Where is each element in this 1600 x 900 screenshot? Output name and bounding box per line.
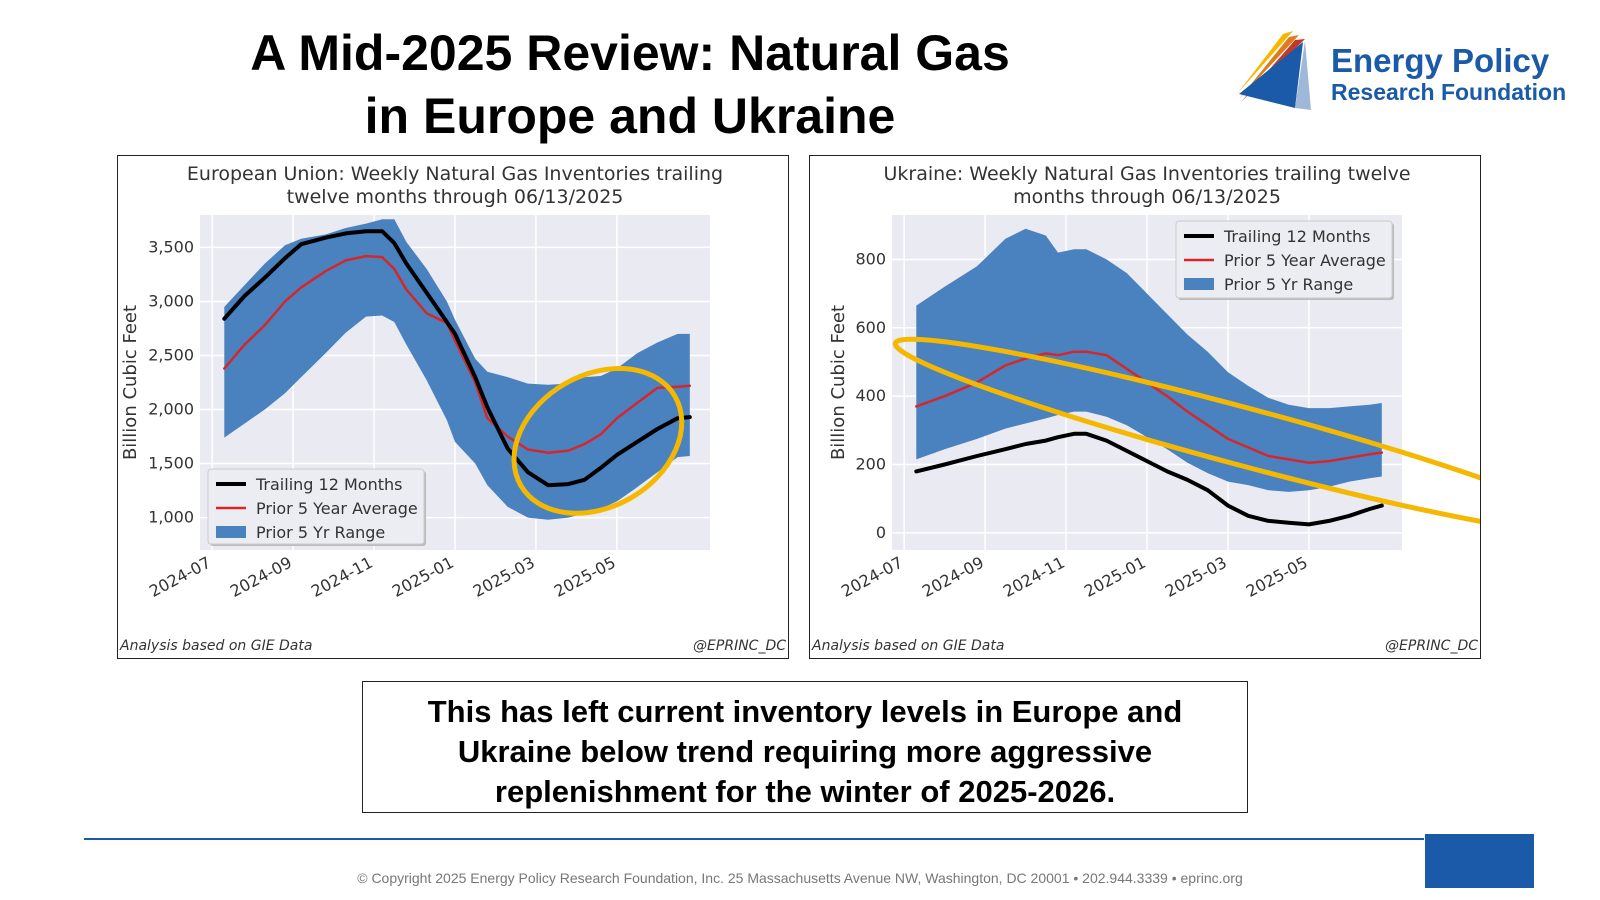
legend-label: Prior 5 Yr Range [1224,275,1353,294]
legend-label: Trailing 12 Months [1223,227,1370,246]
y-tick-label: 3,000 [148,291,194,310]
y-axis-label: Billion Cubic Feet [828,305,849,460]
legend-swatch-range [216,526,246,538]
footer-corner-block [1425,834,1534,888]
twitter-handle: @EPRINC_DC [693,638,786,654]
prior-5-yr-range-band [224,219,690,520]
y-tick-label: 3,500 [148,237,194,256]
twitter-handle: @EPRINC_DC [1385,638,1478,654]
legend-box [207,468,425,545]
chart-legend: Trailing 12 Months Prior 5 Year Average Pr… [1175,220,1394,300]
footer-divider [84,838,1424,840]
y-axis-label: Billion Cubic Feet [120,305,141,460]
highlight-ellipse [511,365,685,516]
highlight-ellipse [892,336,1480,537]
legend-label: Prior 5 Yr Range [256,523,385,542]
legend-box [1175,220,1393,299]
y-tick-label: 200 [855,455,886,474]
logo-text-line-2: Research Foundation [1331,79,1567,105]
y-tick-label: 0 [876,523,886,542]
ukraine-chart-panel: Ukraine: Weekly Natural Gas Inventories … [809,155,1481,659]
caption-line-1: This has left current inventory levels i… [427,694,1183,729]
x-tick-label: 2024-07 [146,553,214,601]
y-tick-label: 2,000 [148,400,194,419]
prior-5-year-average-line [223,254,692,454]
prior-5-yr-range-band [916,228,1382,492]
eprf-logo-mark-icon [1237,31,1311,110]
eprf-logo: Energy Policy Research Foundation [1235,22,1595,122]
page-title-line-2: in Europe and Ukraine [364,88,896,144]
conclusion-caption: This has left current inventory levels i… [362,681,1248,813]
y-tick-label: 2,500 [148,345,194,364]
ukraine-chart: Ukraine: Weekly Natural Gas Inventories … [811,163,1480,654]
page-title: A Mid-2025 Review: Natural Gas in Europe… [160,22,1100,148]
x-tick-label: 2024-11 [1000,553,1068,601]
source-note: Analysis based on GIE Data [811,638,1004,654]
trailing-12-months-line [222,229,692,488]
trailing-12-months-line [914,431,1384,527]
x-tick-label: 2025-05 [551,553,619,601]
y-tick-label: 1,000 [148,508,194,527]
chart-title-line-1: Ukraine: Weekly Natural Gas Inventories … [883,163,1410,185]
chart-title-line-2: months through 06/13/2025 [1013,186,1281,208]
x-tick-label: 2024-09 [919,553,987,601]
x-tick-label: 2025-03 [470,553,538,601]
eu-chart-panel: European Union: Weekly Natural Gas Inven… [117,155,789,659]
x-tick-label: 2025-05 [1243,553,1311,601]
y-tick-label: 800 [855,249,886,268]
logo-text-line-1: Energy Policy [1331,42,1550,79]
legend-swatch-range [1184,278,1214,290]
y-tick-label: 1,500 [148,454,194,473]
y-tick-label: 600 [855,318,886,337]
copyright-footer: © Copyright 2025 Energy Policy Research … [357,870,1243,886]
legend-label: Trailing 12 Months [255,475,402,494]
x-tick-label: 2024-07 [838,553,906,601]
x-tick-label: 2025-03 [1162,553,1230,601]
y-tick-label: 400 [855,386,886,405]
legend-label: Prior 5 Year Average [1224,251,1386,270]
x-tick-label: 2024-09 [227,553,295,601]
x-tick-label: 2024-11 [308,553,376,601]
chart-title-line-2: twelve months through 06/13/2025 [287,186,624,208]
x-tick-label: 2025-01 [389,553,457,601]
caption-line-3: replenishment for the winter of 2025-202… [494,774,1116,809]
legend-label: Prior 5 Year Average [256,499,418,518]
chart-legend: Trailing 12 Months Prior 5 Year Average Pr… [207,468,426,546]
page-title-line-1: A Mid-2025 Review: Natural Gas [250,25,1010,81]
caption-line-2: Ukraine below trend requiring more aggre… [457,734,1153,769]
chart-title-line-1: European Union: Weekly Natural Gas Inven… [187,163,723,185]
x-tick-label: 2025-01 [1081,553,1149,601]
eu-chart: European Union: Weekly Natural Gas Inven… [119,163,786,654]
prior-5-year-average-line [915,350,1384,465]
source-note: Analysis based on GIE Data [119,638,312,654]
